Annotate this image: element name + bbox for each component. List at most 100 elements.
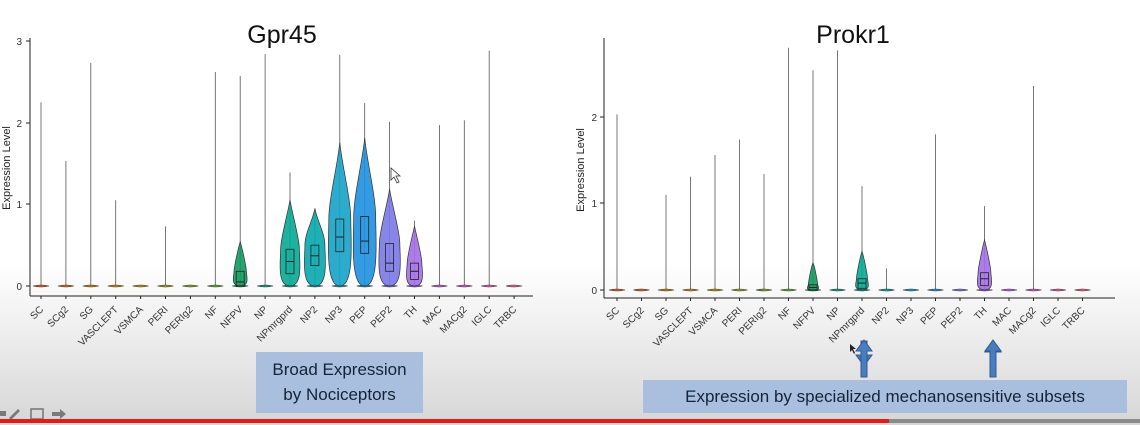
prokr1-violin-chart: Prokr1 Expression Level 0 1 2 SC SCg2 SGVA… bbox=[575, 21, 1115, 350]
x-tick-label-np2: NP2 bbox=[870, 305, 892, 327]
y-axis-label-gpr45: Expression Level bbox=[1, 126, 13, 210]
x-tick-label-pep: PEP bbox=[348, 304, 370, 326]
x-tick-label-pep2: PEP2 bbox=[939, 305, 965, 331]
violin-base-np bbox=[257, 284, 274, 288]
violin-peri: PERI bbox=[146, 226, 174, 329]
x-tick-label-pep2: PEP2 bbox=[369, 304, 395, 330]
violin-body-np3 bbox=[327, 142, 352, 287]
violin-body-npmrgprd bbox=[855, 250, 869, 291]
violin-nf: NF bbox=[776, 47, 797, 323]
violin-base-macg2 bbox=[1025, 288, 1042, 292]
y-tick-0-prokr1: 0 bbox=[591, 286, 604, 297]
violin-base-nf bbox=[780, 288, 797, 292]
violin-base-mac bbox=[1000, 288, 1018, 292]
x-tick-label-macg2: MACg2 bbox=[438, 304, 470, 336]
annotation-mechanosensitive: Expression by specialized mechanosensiti… bbox=[643, 380, 1127, 413]
violin-base-np bbox=[829, 288, 846, 292]
svg-text:1: 1 bbox=[16, 200, 22, 211]
violin-body-npmrgprd bbox=[279, 199, 301, 287]
x-tick-label-np3: NP3 bbox=[895, 305, 917, 327]
x-tick-label-macg2: MACg2 bbox=[1007, 305, 1039, 337]
violin-trbc: TRBC bbox=[492, 284, 523, 331]
svg-text:2: 2 bbox=[16, 119, 22, 130]
violin-base-macg2 bbox=[456, 284, 473, 288]
y-tick-3-gpr45: 3 bbox=[16, 37, 30, 48]
violin-sc: SC bbox=[29, 102, 50, 322]
violin-base-sg bbox=[82, 284, 99, 288]
y-tick-0-gpr45: 0 bbox=[16, 282, 30, 293]
arrow-up-icon bbox=[984, 339, 1002, 378]
x-tick-label-iglc: IGLC bbox=[1039, 305, 1063, 329]
x-tick-label-perig2: PERIg2 bbox=[737, 305, 769, 337]
violin-base-mac bbox=[431, 284, 448, 288]
x-tick-label-nfpv: NFPV bbox=[219, 304, 246, 331]
x-tick-label-th: TH bbox=[402, 304, 419, 321]
violin-peri: PERI bbox=[720, 139, 748, 330]
violin-th: TH bbox=[972, 206, 993, 323]
violin-base-peri bbox=[157, 284, 174, 288]
y-tick-2-gpr45: 2 bbox=[16, 119, 30, 130]
x-tick-label-sc: SC bbox=[605, 305, 623, 323]
violin-np2: NP2 bbox=[298, 208, 326, 326]
violin-box-nfpv bbox=[235, 270, 245, 287]
x-tick-label-perig2: PERIg2 bbox=[163, 304, 195, 336]
violin-base-trbc bbox=[1074, 288, 1091, 292]
annotation-broad-expression: Broad Expression by Nociceptors bbox=[256, 352, 423, 413]
violin-nfpv: NFPV bbox=[219, 76, 249, 331]
violin-base-sc bbox=[608, 288, 626, 292]
violin-base-perig2 bbox=[182, 284, 199, 288]
violin-pep: PEP bbox=[348, 103, 377, 326]
violin-base-perig2 bbox=[755, 288, 773, 292]
cursor-icon bbox=[390, 167, 402, 184]
x-tick-label-np2: NP2 bbox=[298, 304, 320, 326]
violin-base-pep bbox=[927, 288, 944, 292]
violin-scg2: SCg2 bbox=[621, 288, 650, 331]
violin-nfpv: NFPV bbox=[791, 70, 822, 332]
violin-np: NP bbox=[253, 54, 274, 322]
violin-base-scg2 bbox=[57, 284, 74, 288]
violin-base-peri bbox=[731, 288, 748, 292]
x-tick-label-th: TH bbox=[972, 305, 989, 322]
violin-iglc: IGLC bbox=[470, 50, 498, 329]
x-tick-label-iglc: IGLC bbox=[470, 304, 494, 328]
violin-np: NP bbox=[825, 50, 846, 323]
violin-sg: SG bbox=[78, 63, 99, 322]
x-tick-label-scg2: SCg2 bbox=[621, 305, 647, 331]
x-tick-label-nf: NF bbox=[776, 305, 793, 322]
x-tick-label-np: NP bbox=[825, 305, 843, 323]
video-progress-bar[interactable] bbox=[0, 419, 1140, 423]
arrow-up-icon bbox=[855, 339, 873, 378]
violin-box-pep2 bbox=[385, 243, 395, 272]
y-tick-1-gpr45: 1 bbox=[16, 200, 30, 211]
annotation-broad-line2: by Nociceptors bbox=[283, 385, 396, 404]
violin-body-nfpv bbox=[807, 262, 819, 291]
chart-title-prokr1: Prokr1 bbox=[816, 21, 890, 49]
violin-macg2: MACg2 bbox=[438, 120, 473, 336]
x-tick-label-sc: SC bbox=[29, 304, 47, 322]
violin-trbc: TRBC bbox=[1061, 288, 1091, 332]
violin-base-vasclept bbox=[107, 284, 124, 288]
violin-base-np2 bbox=[878, 288, 895, 292]
violin-body-nfpv bbox=[232, 240, 248, 287]
cursor-icon bbox=[850, 344, 856, 354]
pencil-icon[interactable] bbox=[9, 409, 20, 420]
violin-nf: NF bbox=[203, 72, 224, 322]
x-tick-label-np: NP bbox=[253, 304, 271, 322]
y-tick-1-prokr1: 1 bbox=[591, 199, 604, 210]
x-tick-label-np3: NP3 bbox=[323, 304, 345, 326]
violin-sc: SC bbox=[605, 114, 626, 323]
violin-base-np3 bbox=[902, 288, 920, 292]
violin-scg2: SCg2 bbox=[46, 161, 74, 330]
violin-macg2: MACg2 bbox=[1007, 85, 1042, 337]
violin-base-vasclept bbox=[682, 288, 699, 292]
page-icon[interactable] bbox=[30, 408, 44, 420]
x-tick-label-sg: SG bbox=[653, 305, 671, 323]
svg-text:2: 2 bbox=[591, 113, 597, 124]
violin-body-th bbox=[406, 226, 423, 287]
record-icon[interactable] bbox=[0, 411, 6, 416]
next-arrow-icon[interactable] bbox=[52, 409, 66, 419]
violin-base-trbc bbox=[506, 284, 523, 288]
violin-base-scg2 bbox=[633, 288, 650, 292]
